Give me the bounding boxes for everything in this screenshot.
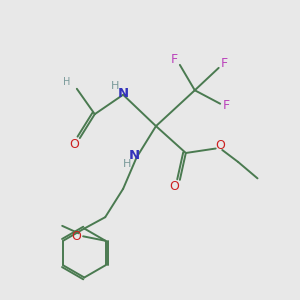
Text: O: O: [72, 230, 82, 243]
Text: H: H: [123, 159, 131, 169]
Text: N: N: [129, 149, 140, 163]
Text: F: F: [171, 53, 178, 66]
Text: F: F: [221, 57, 228, 70]
Text: O: O: [69, 137, 79, 151]
Text: F: F: [223, 99, 230, 112]
Text: O: O: [215, 139, 225, 152]
Text: N: N: [118, 87, 129, 100]
Text: H: H: [63, 77, 70, 87]
Text: O: O: [169, 180, 179, 193]
Text: H: H: [111, 81, 119, 92]
